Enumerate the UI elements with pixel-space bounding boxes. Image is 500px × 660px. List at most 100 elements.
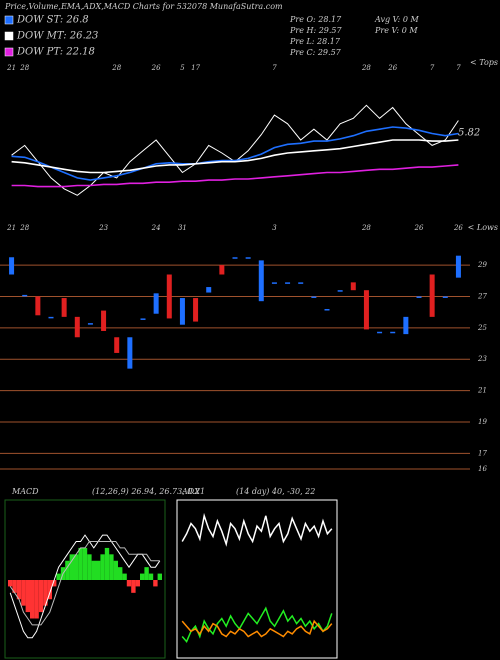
macd-bar xyxy=(38,580,44,613)
x-tick-label: 28 xyxy=(111,64,121,72)
info-text: Pre L: 28.17 xyxy=(289,37,341,46)
candle xyxy=(127,337,133,369)
macd-bar xyxy=(16,580,22,600)
macd-subtitle: (12,26,9) 26.94, 26.73, 0.21 xyxy=(92,487,205,496)
candle xyxy=(416,296,422,298)
legend-label: DOW MT: 26.23 xyxy=(16,31,98,42)
annotation: 5.82 xyxy=(458,128,480,139)
candle xyxy=(48,316,54,319)
series-line xyxy=(181,512,333,547)
x-tick-label: 23 xyxy=(98,224,108,232)
macd-bar xyxy=(12,580,17,593)
macd-bar xyxy=(91,560,96,580)
macd-bar xyxy=(96,560,101,580)
adx-subtitle: (14 day) 40, -30, 22 xyxy=(236,487,315,496)
x-tick-label: 28 xyxy=(19,64,29,72)
info-text: Pre H: 29.57 xyxy=(289,26,343,35)
macd-bar xyxy=(140,573,145,580)
candle xyxy=(166,274,172,319)
info-text: Pre O: 28.17 xyxy=(289,15,342,24)
candle xyxy=(219,265,225,275)
macd-bar xyxy=(30,580,35,619)
macd-bar xyxy=(74,554,79,580)
candle xyxy=(9,257,15,275)
candle xyxy=(403,316,409,335)
x-tick-label: 21 xyxy=(6,224,16,232)
macd-bar xyxy=(153,580,158,587)
y-tick-label: 16 xyxy=(478,465,487,473)
macd-bar xyxy=(43,580,48,606)
candle xyxy=(455,255,461,278)
macd-bar xyxy=(113,560,118,580)
y-tick-label: 29 xyxy=(477,261,487,269)
adx-title: ADX xyxy=(181,487,200,496)
x-tick-label: 31 xyxy=(178,224,187,232)
info-text: Pre C: 29.57 xyxy=(289,48,342,57)
series-line xyxy=(181,606,333,644)
y-tick-label: 19 xyxy=(478,418,487,426)
candle xyxy=(74,316,80,338)
x-tick-label: 21 xyxy=(6,64,16,72)
candle xyxy=(350,282,356,291)
y-tick-label: 25 xyxy=(477,324,487,332)
series-line xyxy=(9,541,160,626)
x-tick-label: 7 xyxy=(456,64,461,72)
legend-label: DOW PT: 22.18 xyxy=(16,47,95,58)
candle xyxy=(285,282,291,284)
candle xyxy=(61,298,67,317)
macd-bar xyxy=(148,573,154,580)
x-tick-label: 26 xyxy=(387,64,397,72)
macd-bar xyxy=(82,547,88,580)
info-text: Pre V: 0 M xyxy=(374,26,418,35)
macd-bar xyxy=(87,554,92,580)
x-tick-label: 28 xyxy=(361,64,371,72)
macd-bar xyxy=(126,580,132,587)
x-tick-label: 26 xyxy=(151,64,161,72)
candle xyxy=(232,257,238,259)
x-tick-label: 26 xyxy=(414,224,424,232)
candle xyxy=(22,294,28,297)
candle xyxy=(258,260,264,302)
candle xyxy=(377,331,383,334)
candle xyxy=(179,298,185,325)
series-line xyxy=(9,534,161,639)
macd-bar xyxy=(8,580,13,587)
y-tick-label: 21 xyxy=(477,387,487,395)
macd-title: MACD xyxy=(11,487,39,496)
macd-bar xyxy=(135,580,140,587)
candle xyxy=(324,309,330,311)
x-tick-label: 28 xyxy=(19,224,29,232)
macd-bar xyxy=(109,554,114,580)
macd-bar xyxy=(157,573,162,580)
candle xyxy=(101,310,107,331)
x-tick-label: 5 xyxy=(180,64,185,72)
legend-swatch xyxy=(4,47,14,57)
candle xyxy=(271,282,277,284)
macd-bar xyxy=(21,580,26,606)
macd-bar xyxy=(104,547,110,580)
candle xyxy=(35,296,41,316)
x-tick-label: 28 xyxy=(361,224,371,232)
candle xyxy=(298,282,304,284)
macd-bar xyxy=(118,567,123,580)
series-line xyxy=(11,164,459,188)
series-line xyxy=(11,126,459,181)
y-tick-label: 17 xyxy=(478,449,487,457)
candle xyxy=(363,290,369,330)
candle xyxy=(429,274,435,317)
legend-swatch xyxy=(4,15,14,25)
macd-bar xyxy=(100,554,105,580)
y-tick-label: 23 xyxy=(477,355,487,363)
macd-bar xyxy=(78,547,83,580)
candle xyxy=(337,290,343,292)
macd-bar xyxy=(52,580,57,587)
macd-bar xyxy=(34,580,39,619)
x-tick-label: 24 xyxy=(151,224,161,232)
candle xyxy=(87,323,93,325)
candle xyxy=(140,318,146,320)
x-tick-label: 17 xyxy=(191,64,200,72)
candle xyxy=(206,287,212,293)
legend-label: DOW ST: 26.8 xyxy=(16,15,89,26)
x-tick-label: 7 xyxy=(430,64,435,72)
